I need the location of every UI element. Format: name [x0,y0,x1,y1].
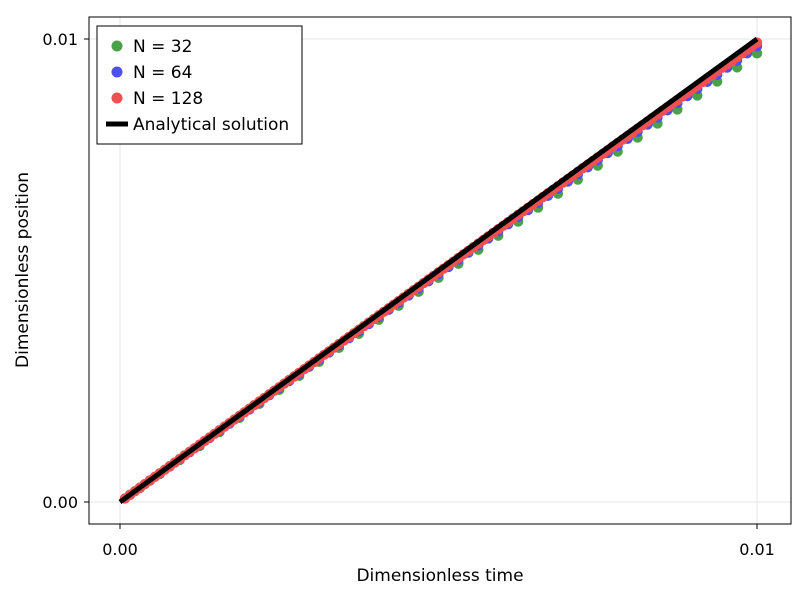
axis-ticks: 0.00 0.01 0.00 0.01 [42,30,774,559]
x-axis-title: Dimensionless time [356,566,523,586]
legend-label: N = 64 [133,63,192,83]
x-tick-label: 0.00 [102,540,138,559]
y-tick-label: 0.01 [42,30,78,49]
analytical-solution-line [118,36,759,505]
legend-label: N = 32 [133,37,192,57]
x-tick-label: 0.01 [739,540,775,559]
plot-data [118,36,763,505]
legend-marker [111,40,123,52]
y-axis-title: Dimensionless position [13,172,33,368]
legend-label: Analytical solution [133,115,289,135]
plot-frame [88,16,792,525]
legend-marker [111,92,123,104]
legend-label: N = 128 [133,89,203,109]
legend-marker [111,66,123,78]
legend-box [96,25,303,145]
legend: N = 32 N = 64 N = 128 Analytical solution [96,25,303,145]
y-tick-label: 0.00 [42,493,78,512]
